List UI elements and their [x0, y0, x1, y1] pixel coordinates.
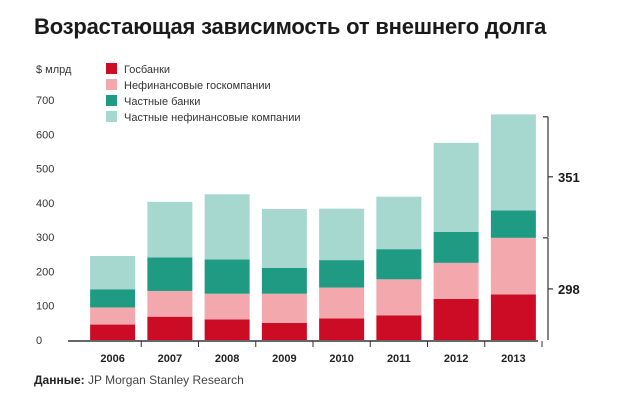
- legend-label: Частные нефинансовые компании: [124, 112, 301, 124]
- bar-segment: [319, 287, 365, 319]
- legend-label: Частные банки: [124, 96, 200, 108]
- bar-segment: [490, 237, 536, 295]
- x-tick-label: 2012: [444, 353, 468, 365]
- source-label: Данные:: [34, 373, 85, 387]
- legend-label: Госбанки: [124, 64, 170, 76]
- x-tick-label: 2013: [501, 353, 525, 365]
- bar-segment: [319, 260, 365, 288]
- y-axis: $ млрд 0 100 200 300 400 500 600 700: [36, 64, 538, 347]
- bar-segment: [90, 289, 136, 308]
- bar-segment: [376, 196, 422, 250]
- bar-segment: [204, 293, 250, 320]
- bar-segment: [433, 232, 479, 263]
- bar-segment: [490, 114, 536, 211]
- bar-segment: [376, 249, 422, 280]
- x-tick-label: 2010: [329, 353, 353, 365]
- bar-segment: [490, 210, 536, 238]
- bar-segment: [147, 257, 193, 291]
- bar-segment: [433, 298, 479, 340]
- y-tick-label: 700: [36, 95, 54, 107]
- bar-segment: [90, 307, 136, 325]
- bar-segment: [261, 293, 307, 323]
- annotation-label: 351: [558, 170, 580, 185]
- x-tick-label: 2007: [158, 353, 182, 365]
- annotations: 351 298: [543, 116, 580, 340]
- y-tick-label: 100: [36, 301, 54, 313]
- source-text: JP Morgan Stanley Research: [87, 373, 244, 387]
- y-tick-label: 600: [36, 129, 54, 141]
- bar-segment: [147, 290, 193, 317]
- x-tick-label: 2006: [100, 353, 124, 365]
- bar-segment: [319, 208, 365, 261]
- y-tick-label: 400: [36, 198, 54, 210]
- y-axis-label: $ млрд: [36, 64, 72, 76]
- annotation-label: 298: [558, 282, 580, 297]
- legend-swatch: [106, 111, 117, 122]
- bar-segment: [204, 319, 250, 340]
- legend-swatch: [106, 79, 117, 90]
- bar-segment: [204, 259, 250, 294]
- bar-segment: [376, 315, 422, 340]
- bar-segment: [90, 256, 136, 290]
- legend: Госбанки Нефинансовые госкомпании Частные …: [106, 63, 301, 124]
- bars: [90, 114, 536, 340]
- bar-segment: [490, 294, 536, 340]
- bar-segment: [433, 262, 479, 299]
- y-tick-label: 300: [36, 232, 54, 244]
- bar-segment: [261, 268, 307, 294]
- bar-segment: [90, 324, 136, 340]
- legend-swatch: [106, 63, 117, 74]
- x-tick-label: 2009: [272, 353, 296, 365]
- bar-segment: [147, 201, 193, 258]
- y-tick-label: 500: [36, 164, 54, 176]
- bar-segment: [204, 194, 250, 260]
- legend-label: Нефинансовые госкомпании: [124, 80, 271, 92]
- legend-swatch: [106, 95, 117, 106]
- x-tick-label: 2008: [215, 353, 239, 365]
- bar-segment: [433, 142, 479, 232]
- bar-segment: [261, 209, 307, 268]
- x-axis: 2006 2007 2008 2009 2010 2011 2012 2013: [100, 341, 543, 365]
- chart-title: Возрастающая зависимость от внешнего дол…: [34, 14, 547, 39]
- bar-segment: [319, 318, 365, 340]
- y-tick-label: 0: [36, 335, 42, 347]
- source-note: Данные: JP Morgan Stanley Research: [34, 373, 244, 387]
- bar-segment: [147, 316, 193, 340]
- y-tick-label: 200: [36, 266, 54, 278]
- bar-segment: [261, 322, 307, 340]
- bar-segment: [376, 279, 422, 316]
- x-tick-label: 2011: [387, 353, 411, 365]
